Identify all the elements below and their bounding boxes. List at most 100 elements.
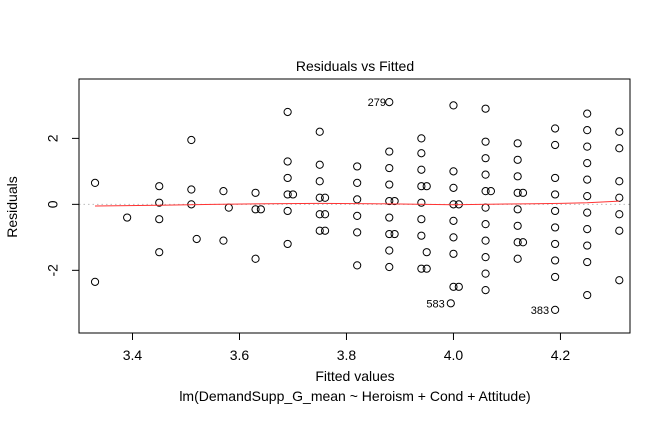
data-point	[454, 282, 463, 291]
data-point	[224, 203, 233, 212]
data-point	[583, 208, 592, 217]
data-point	[315, 177, 324, 186]
data-point	[251, 188, 260, 197]
data-point	[481, 104, 490, 113]
data-point	[283, 239, 292, 249]
data-point	[353, 195, 362, 204]
data-point	[155, 248, 164, 257]
data-point	[90, 178, 100, 188]
data-point	[385, 180, 394, 189]
data-point	[256, 205, 265, 214]
data-point	[615, 127, 624, 136]
data-point	[583, 159, 592, 168]
y-tick-label: 0	[45, 200, 61, 208]
data-point	[513, 172, 522, 181]
data-point	[283, 206, 292, 216]
data-point	[155, 198, 164, 207]
data-point	[449, 167, 458, 176]
data-point	[583, 192, 592, 201]
y-axis-label: Residuals	[4, 176, 20, 237]
smoother-line	[94, 200, 620, 207]
data-point	[513, 254, 522, 263]
data-point	[615, 276, 624, 285]
data-point	[187, 135, 196, 145]
data-point	[551, 190, 560, 199]
chart-subtitle: lm(DemandSupp_G_mean ~ Heroism + Cond + …	[179, 388, 530, 404]
data-point	[481, 203, 490, 212]
data-point	[417, 198, 426, 207]
data-point	[551, 239, 560, 249]
data-point	[353, 178, 362, 188]
data-point	[251, 205, 260, 214]
chart-title: Residuals vs Fitted	[296, 58, 414, 74]
x-tick-label: 3.4	[123, 347, 143, 363]
data-point	[385, 163, 394, 173]
data-point	[551, 206, 560, 216]
data-point	[481, 253, 490, 262]
data-point	[615, 193, 624, 202]
x-tick-label: 4.0	[444, 347, 464, 363]
data-point	[422, 248, 431, 257]
data-point	[615, 144, 624, 153]
data-point	[283, 157, 292, 166]
data-point	[583, 142, 592, 151]
y-tick-label: 2	[45, 134, 61, 142]
data-point	[449, 216, 458, 225]
data-point	[449, 249, 458, 258]
data-point	[390, 229, 399, 239]
data-point	[385, 196, 394, 206]
data-point	[155, 182, 164, 191]
data-point	[283, 173, 292, 183]
data-point	[385, 246, 394, 255]
data-point	[417, 231, 426, 240]
data-point	[417, 264, 426, 273]
data-point	[422, 182, 431, 191]
data-point	[513, 139, 522, 148]
x-tick-label: 4.2	[551, 347, 571, 363]
data-point	[513, 188, 522, 197]
data-point	[583, 224, 592, 234]
data-point	[518, 238, 528, 247]
data-point	[385, 213, 394, 222]
data-point	[417, 134, 426, 143]
data-point	[390, 196, 399, 206]
data-point	[551, 140, 560, 150]
data-point	[320, 193, 330, 202]
data-point	[155, 215, 164, 224]
data-point	[449, 101, 458, 110]
data-point	[385, 147, 394, 156]
data-point	[385, 229, 394, 239]
data-point	[551, 223, 560, 232]
data-point	[551, 305, 560, 315]
data-point	[551, 272, 560, 282]
data-point	[315, 127, 324, 136]
data-point	[219, 236, 228, 245]
y-tick-label: -2	[45, 264, 61, 277]
data-point	[385, 97, 394, 107]
data-point	[583, 257, 592, 267]
data-point	[449, 183, 458, 192]
data-point	[513, 238, 522, 247]
data-point	[513, 155, 522, 164]
data-point	[417, 215, 426, 224]
data-point	[320, 226, 330, 235]
data-point	[513, 221, 522, 230]
data-point	[615, 226, 624, 235]
data-point	[481, 170, 490, 179]
data-point	[288, 190, 298, 199]
data-point	[417, 165, 426, 174]
data-point	[320, 210, 330, 219]
data-point	[583, 175, 592, 184]
data-point	[481, 236, 490, 245]
data-point	[283, 107, 292, 117]
data-point	[219, 187, 228, 196]
data-point	[615, 210, 624, 219]
data-point	[353, 211, 362, 220]
outlier-label: 583	[426, 298, 444, 310]
data-point	[583, 290, 592, 300]
data-point	[551, 124, 560, 133]
outlier-label: 383	[531, 305, 549, 317]
data-point	[353, 261, 362, 270]
data-point	[481, 137, 490, 146]
data-point	[583, 109, 592, 118]
